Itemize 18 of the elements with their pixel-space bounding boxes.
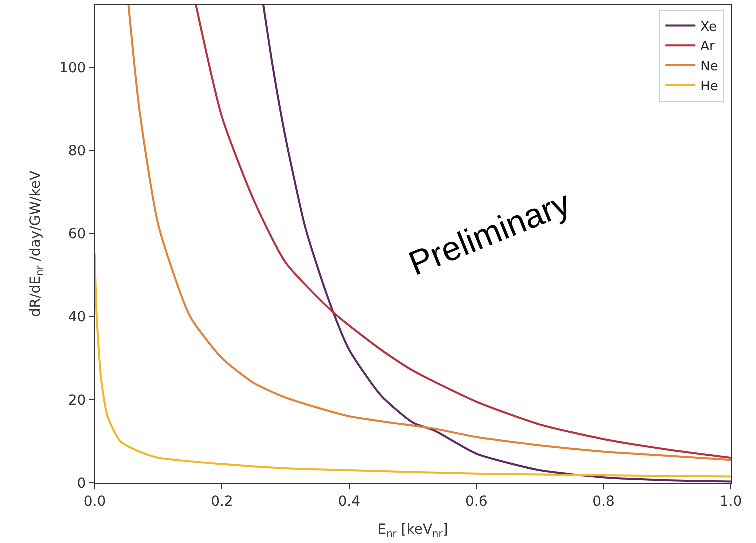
y-tick-label: 0 xyxy=(77,476,86,492)
legend-label: Xe xyxy=(700,20,717,35)
x-axis-title: E$_{nr}$ [keV$_{nr}$] xyxy=(378,522,448,540)
y-tick-label: 20 xyxy=(68,392,86,409)
legend-label: He xyxy=(700,80,718,94)
x-tick-label: 1.0 xyxy=(720,494,742,510)
x-tick-label: 0.8 xyxy=(592,494,615,510)
y-tick-label: 80 xyxy=(68,143,86,160)
legend-label: Ne xyxy=(700,60,718,75)
y-tick-label: 100 xyxy=(59,60,86,76)
line-series xyxy=(262,5,731,483)
y-tick-label: 60 xyxy=(68,226,86,243)
x-tick-label: 0.4 xyxy=(338,494,361,510)
legend-label: Ar xyxy=(700,40,716,55)
y-tick-label: 40 xyxy=(68,310,86,326)
x-tick-label: 0.2 xyxy=(211,494,234,510)
x-tick-label: 0.6 xyxy=(465,494,488,510)
x-tick-label: 0.0 xyxy=(84,494,106,510)
